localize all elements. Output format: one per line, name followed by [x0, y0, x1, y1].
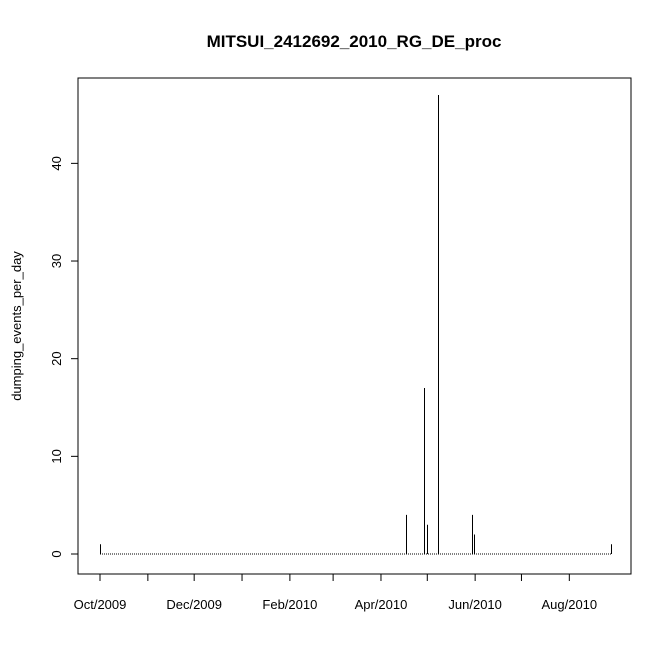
x-tick-label: Feb/2010	[262, 597, 317, 612]
chart-title: MITSUI_2412692_2010_RG_DE_proc	[207, 32, 502, 51]
x-tick-label: Aug/2010	[541, 597, 597, 612]
x-tick-label: Oct/2009	[74, 597, 127, 612]
y-tick-label: 40	[49, 156, 64, 170]
y-tick-label: 30	[49, 254, 64, 268]
plot-frame	[77, 77, 632, 575]
y-axis: 0 10 20 30 40	[49, 156, 79, 558]
y-axis-label: dumping_events_per_day	[9, 251, 24, 401]
y-tick-label: 20	[49, 351, 64, 365]
x-axis: Oct/2009 Dec/2009 Feb/2010 Apr/2010 Jun/2010…	[74, 573, 597, 612]
x-tick-label: Dec/2009	[166, 597, 222, 612]
y-tick-label: 10	[49, 449, 64, 463]
y-tick-label: 0	[49, 550, 64, 557]
x-tick-label: Jun/2010	[448, 597, 502, 612]
data-marks	[100, 94, 612, 555]
x-tick-label: Apr/2010	[355, 597, 408, 612]
